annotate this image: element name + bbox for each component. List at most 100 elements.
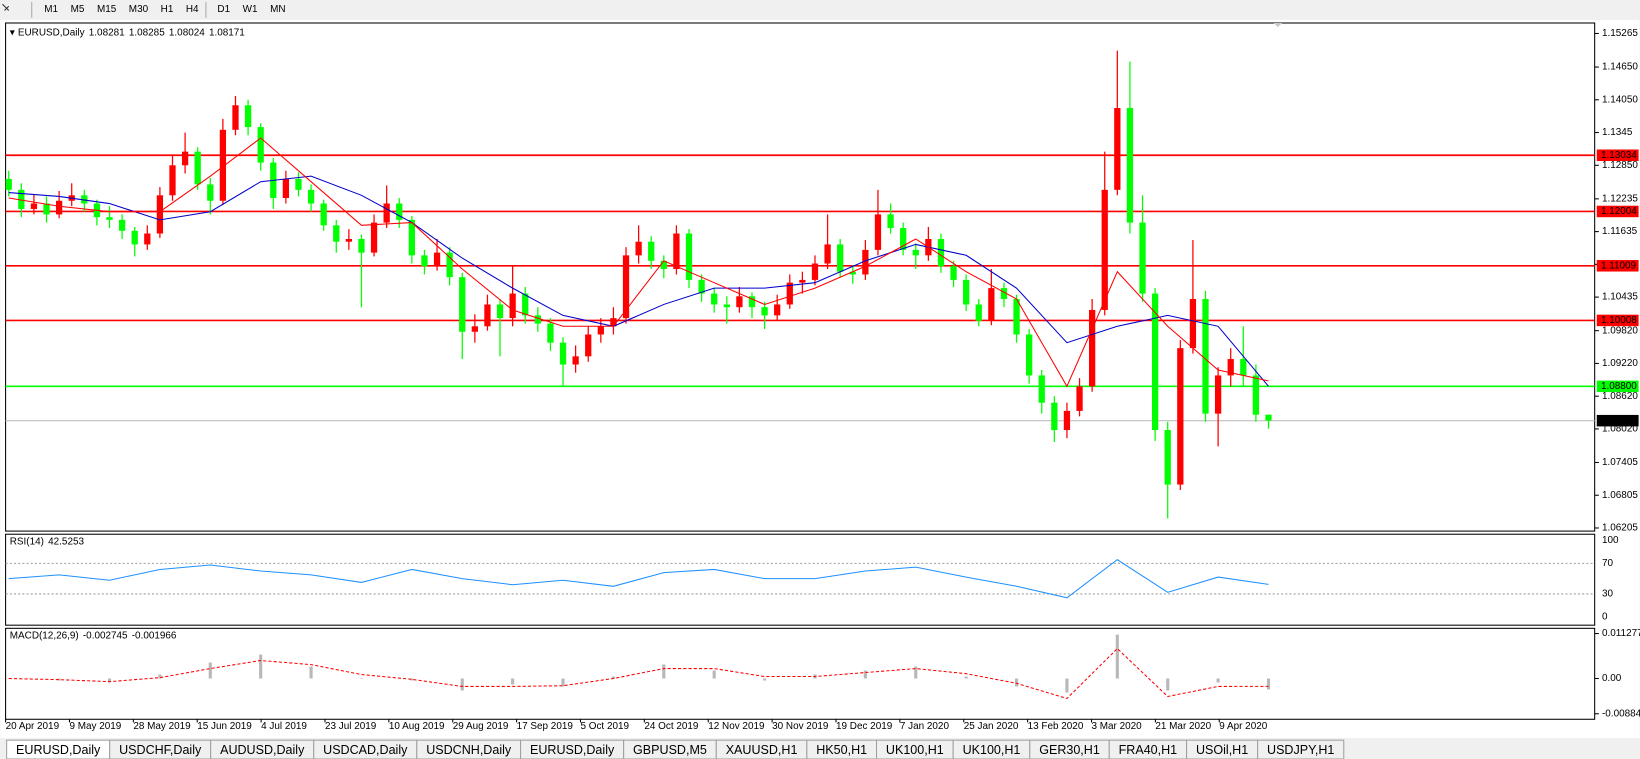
tab-label[interactable]: XAUUSD,H1 xyxy=(726,743,798,757)
macd-name: MACD(12,26,9) xyxy=(10,630,79,641)
macd-tick-label: -0.008845 xyxy=(1602,708,1640,719)
tab[interactable]: USDCHF,Daily xyxy=(109,739,212,759)
toolbar-icon xyxy=(2,3,10,11)
candle-body xyxy=(181,151,189,166)
candle-body xyxy=(1101,189,1108,310)
candle-body xyxy=(1126,107,1134,223)
timeframe-button[interactable]: M15 xyxy=(97,4,117,15)
tab[interactable]: USOil,H1 xyxy=(1186,739,1259,759)
candle-body xyxy=(131,230,138,245)
tab-label[interactable]: USDJPY,H1 xyxy=(1267,743,1334,757)
tab-label[interactable]: EURUSD,Daily xyxy=(16,743,101,757)
tab[interactable]: USDJPY,H1 xyxy=(1257,739,1345,759)
tab-label[interactable]: FRA40,H1 xyxy=(1119,743,1178,757)
candle-body xyxy=(963,279,970,305)
y-tick-label: 1.14650 xyxy=(1602,62,1638,73)
macd-bar xyxy=(208,662,212,679)
candle-body xyxy=(547,323,554,343)
candle-body xyxy=(723,304,730,308)
timeframe-button[interactable]: D1 xyxy=(217,4,230,15)
candle-body xyxy=(1076,386,1083,411)
candle-body xyxy=(585,334,592,357)
tab[interactable]: GBPUSD,M5 xyxy=(623,739,717,759)
date-label: 28 May 2019 xyxy=(133,721,191,732)
tab[interactable]: GER30,H1 xyxy=(1029,739,1110,759)
tab-label[interactable]: HK50,H1 xyxy=(816,743,867,757)
tab-label[interactable]: UK100,H1 xyxy=(963,743,1021,757)
timeframe-button[interactable]: W1 xyxy=(243,4,258,15)
date-label: 24 Oct 2019 xyxy=(644,721,699,732)
tab-label[interactable]: GBPUSD,M5 xyxy=(633,743,707,757)
chart-window xyxy=(0,19,1640,739)
candle-body xyxy=(496,304,504,319)
candle-body xyxy=(522,293,529,316)
candle-body xyxy=(257,127,264,163)
macd-bar xyxy=(863,670,867,679)
macd-bar xyxy=(1266,678,1271,690)
candle-body xyxy=(988,288,995,321)
candle-body xyxy=(358,238,365,253)
macd-tick-label: 0.011277 xyxy=(1602,628,1640,639)
tab-label[interactable]: USDCHF,Daily xyxy=(119,743,202,757)
tab-label[interactable]: USDCAD,Daily xyxy=(323,743,408,757)
tab-label[interactable]: GER30,H1 xyxy=(1039,743,1100,757)
tab[interactable]: UK100,H1 xyxy=(952,739,1031,759)
candle-body xyxy=(446,252,453,278)
tab[interactable]: EURUSD,Daily xyxy=(6,739,111,759)
macd-bar xyxy=(662,664,666,679)
tab[interactable]: AUDUSD,Daily xyxy=(210,739,315,759)
candle-body xyxy=(144,233,151,245)
timeframe-button[interactable]: M30 xyxy=(129,4,149,15)
tab-label[interactable]: USOil,H1 xyxy=(1196,743,1248,757)
tab[interactable]: HK50,H1 xyxy=(806,739,878,759)
tab-label[interactable]: USDCNH,Daily xyxy=(426,743,512,757)
main-panel xyxy=(5,22,1596,532)
rsi-tick-label: 70 xyxy=(1602,558,1614,569)
candle-body xyxy=(1151,293,1159,431)
candle-body xyxy=(232,105,239,130)
candle-body xyxy=(1026,334,1033,376)
y-tick-label: 1.09220 xyxy=(1602,358,1638,369)
tab[interactable]: FRA40,H1 xyxy=(1108,739,1188,759)
candle-body xyxy=(81,195,88,204)
y-tick-label: 1.09820 xyxy=(1602,325,1638,336)
tab-label[interactable]: AUDUSD,Daily xyxy=(220,743,305,757)
timeframe-button[interactable]: M1 xyxy=(44,4,58,15)
candle-body xyxy=(1227,359,1234,376)
candle-body xyxy=(648,241,655,261)
timeframe-button[interactable]: H1 xyxy=(161,4,174,15)
macd-bar xyxy=(1115,634,1119,679)
shift-marker xyxy=(1273,23,1283,28)
y-tick-label: 1.15265 xyxy=(1602,28,1638,39)
high: 1.08285 xyxy=(129,27,165,38)
timeframe-button[interactable]: M5 xyxy=(71,4,85,15)
candle-body xyxy=(1000,288,1008,300)
candle-body xyxy=(1240,359,1247,376)
tab[interactable]: USDCNH,Daily xyxy=(416,739,522,759)
level-line-label: 1.10008 xyxy=(1601,315,1637,326)
date-label: 30 Nov 2019 xyxy=(772,721,829,732)
candle-body xyxy=(685,233,693,280)
tab-label[interactable]: EURUSD,Daily xyxy=(530,743,615,757)
timeframe-button[interactable]: MN xyxy=(270,4,285,15)
candle-body xyxy=(862,249,869,275)
candle-body xyxy=(912,249,919,256)
date-label: 15 Jun 2019 xyxy=(197,721,252,732)
macd-bar xyxy=(57,678,61,681)
candle-body xyxy=(1214,375,1222,414)
tab[interactable]: EURUSD,Daily xyxy=(520,739,625,759)
tab[interactable]: UK100,H1 xyxy=(875,739,954,759)
candle-body xyxy=(559,342,567,365)
candle-body xyxy=(1063,410,1071,431)
tab-label[interactable]: UK100,H1 xyxy=(886,743,944,757)
candle-body xyxy=(295,178,302,190)
tab[interactable]: USDCAD,Daily xyxy=(313,739,418,759)
timeframe-button[interactable]: H4 xyxy=(186,4,199,15)
candle-body xyxy=(55,200,63,215)
y-tick-label: 1.06205 xyxy=(1602,523,1638,534)
candle-body xyxy=(5,178,12,190)
candle-body xyxy=(118,219,126,231)
tab[interactable]: XAUUSD,H1 xyxy=(715,739,808,759)
